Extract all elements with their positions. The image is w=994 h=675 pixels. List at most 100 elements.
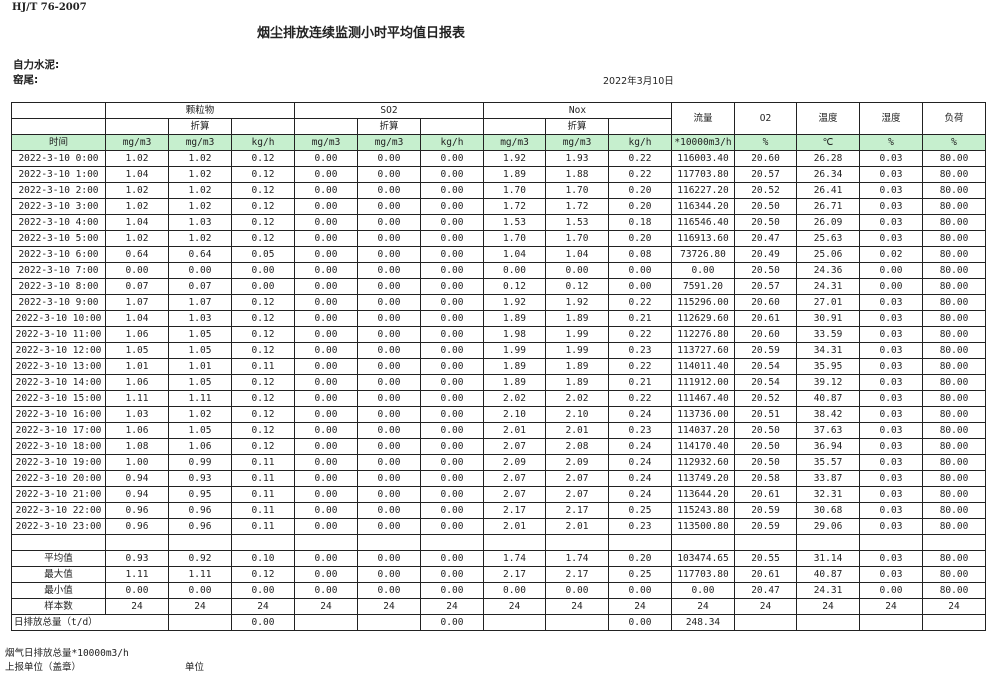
value-cell: 1.06 [105,374,169,391]
header-row-groups: 颗粒物 SO2 Nox 流量 O2 温度 湿度 负荷 [11,102,986,135]
value-cell: 0.00 [420,438,484,455]
value-cell: 0.12 [231,182,295,199]
spacer-row [11,534,986,551]
value-cell: 80.00 [922,310,986,327]
standard-code: HJ/T 76-2007 [12,2,87,13]
value-cell: 1.02 [105,182,169,199]
summary-value: 24 [168,598,232,615]
value-cell: 1.70 [545,182,609,199]
table-row: 2022-3-10 14:00 1.06 1.05 0.12 0.00 0.00 0.00 1… [11,374,986,391]
value-cell: 0.00 [420,310,484,327]
value-cell: 0.00 [357,422,421,439]
value-cell: 0.00 [420,390,484,407]
value-cell: 1.72 [545,198,609,215]
summary-value: 1.11 [105,566,169,583]
value-cell: 0.12 [231,150,295,167]
blank-cell [420,534,484,551]
value-cell: 20.50 [734,198,797,215]
value-cell: 1.05 [168,374,232,391]
value-cell: 1.11 [105,390,169,407]
value-cell: 115243.80 [671,502,735,519]
value-cell: 2.01 [483,518,546,535]
value-cell: 0.93 [168,470,232,487]
summary-label: 最小值 [11,582,106,599]
value-cell: 0.00 [294,150,358,167]
value-cell: 0.03 [859,310,923,327]
value-cell: 0.23 [608,518,672,535]
value-cell: 0.00 [357,486,421,503]
value-cell: 20.47 [734,230,797,247]
value-cell: 0.00 [357,198,421,215]
value-cell: 33.59 [796,326,860,343]
header-converted: 折算 [168,118,232,135]
blank-cell [922,614,986,631]
header-blank [420,118,484,135]
summary-value: 2.17 [545,566,609,583]
value-cell: 0.96 [105,502,169,519]
value-cell: 0.12 [483,278,546,295]
value-cell: 1.04 [483,246,546,263]
daily-total-row: 日排放总量（t/d） 0.00 0.00 0.00 248.34 [11,614,986,631]
header-load: 负荷 [922,102,986,135]
value-cell: 0.03 [859,470,923,487]
value-cell: 0.12 [231,214,295,231]
value-cell: 1.04 [105,214,169,231]
value-cell: 20.60 [734,150,797,167]
value-cell: 0.20 [608,230,672,247]
time-cell: 2022-3-10 23:00 [11,518,106,535]
summary-value: 24 [420,598,484,615]
value-cell: 0.12 [231,198,295,215]
summary-value: 0.00 [545,582,609,599]
value-cell: 0.96 [168,518,232,535]
unit-label: 窑尾: [13,74,39,86]
value-cell: 38.42 [796,406,860,423]
unit-cell: kg/h [231,134,295,151]
summary-value: 80.00 [922,566,986,583]
unit-cell: mg/m3 [294,134,358,151]
value-cell: 80.00 [922,182,986,199]
table-row: 2022-3-10 20:00 0.94 0.93 0.11 0.00 0.00 0.00 2… [11,470,986,487]
blank-cell [357,614,421,631]
value-cell: 0.00 [357,454,421,471]
value-cell: 0.21 [608,310,672,327]
value-cell: 1.01 [105,358,169,375]
value-cell: 0.22 [608,294,672,311]
time-cell: 2022-3-10 1:00 [11,166,106,183]
value-cell: 80.00 [922,262,986,279]
value-cell: 0.11 [231,470,295,487]
time-cell: 2022-3-10 5:00 [11,230,106,247]
value-cell: 0.00 [294,454,358,471]
value-cell: 1.07 [105,294,169,311]
value-cell: 80.00 [922,518,986,535]
header-row-converted: 折算 折算 折算 [11,118,986,135]
table-row: 2022-3-10 17:00 1.06 1.05 0.12 0.00 0.00 0.00 2… [11,422,986,439]
value-cell: 113736.00 [671,406,735,423]
value-cell: 0.03 [859,502,923,519]
table-row: 2022-3-10 1:00 1.04 1.02 0.12 0.00 0.00 0.00 1.… [11,166,986,183]
value-cell: 2.07 [483,486,546,503]
blank-cell [231,534,295,551]
value-cell: 0.12 [231,406,295,423]
unit-field-label: 单位 [185,662,205,673]
value-cell: 1.04 [105,166,169,183]
value-cell: 1.05 [168,326,232,343]
table-row: 2022-3-10 10:00 1.04 1.03 0.12 0.00 0.00 0.00 1… [11,310,986,327]
value-cell: 2.01 [545,422,609,439]
time-cell: 2022-3-10 4:00 [11,214,106,231]
summary-value: 31.14 [796,550,860,567]
blank-cell [545,614,609,631]
table-row: 2022-3-10 18:00 1.08 1.06 0.12 0.00 0.00 0.00 2… [11,438,986,455]
time-cell: 2022-3-10 19:00 [11,454,106,471]
value-cell: 0.00 [294,278,358,295]
summary-value: 0.00 [671,582,735,599]
summary-value: 0.00 [168,582,232,599]
blank-cell [796,614,860,631]
value-cell: 0.12 [231,230,295,247]
table-row: 2022-3-10 3:00 1.02 1.02 0.12 0.00 0.00 0.00 1.… [11,198,986,215]
unit-cell: mg/m3 [105,134,169,151]
value-cell: 0.00 [294,326,358,343]
value-cell: 0.00 [294,342,358,359]
value-cell: 1.02 [105,198,169,215]
value-cell: 0.07 [105,278,169,295]
value-cell: 0.00 [420,518,484,535]
